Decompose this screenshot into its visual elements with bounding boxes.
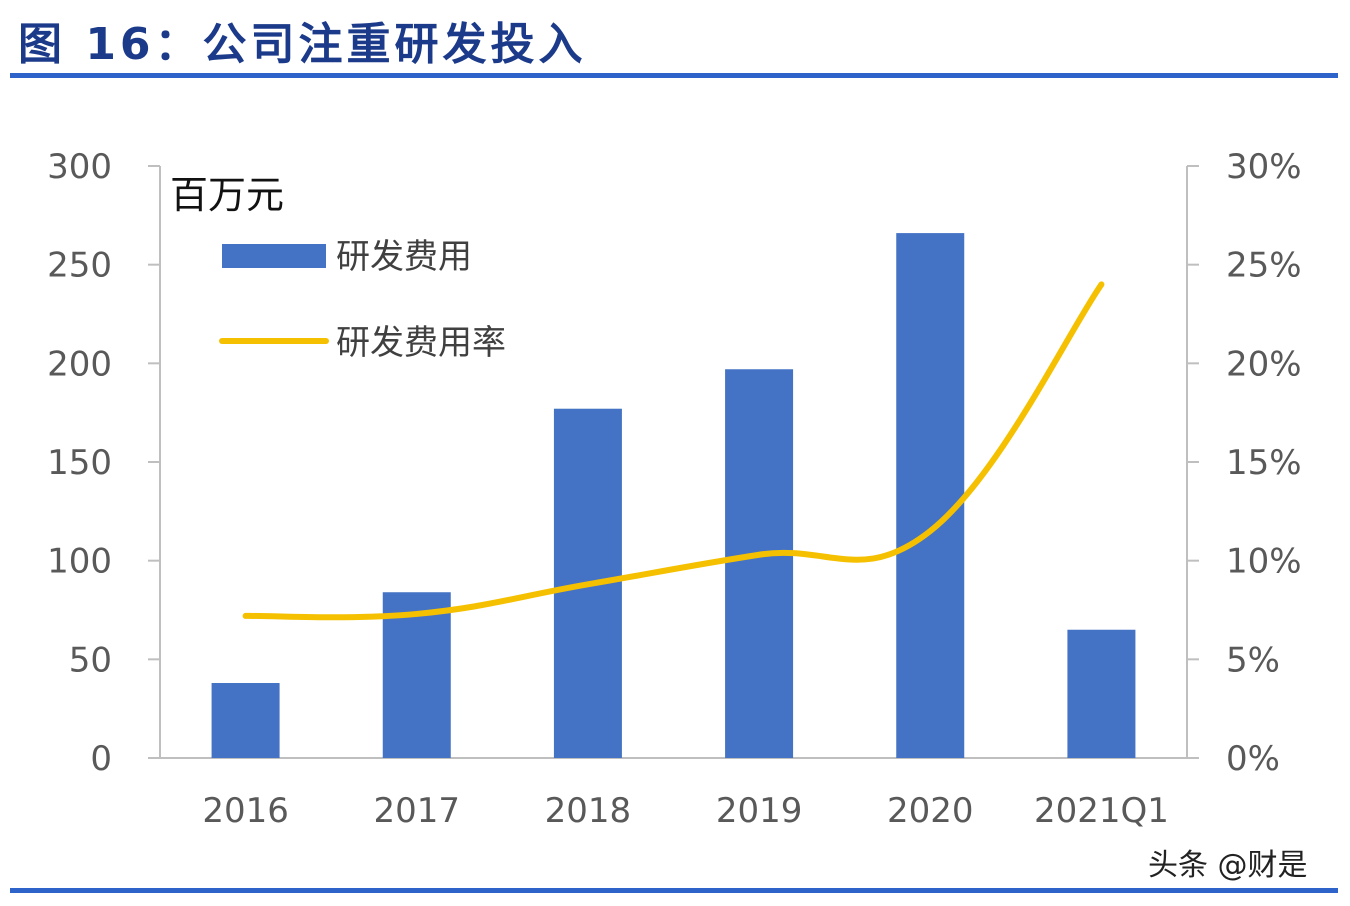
left-tick-label: 150 [47,443,112,483]
right-tick-label: 15% [1226,443,1302,483]
bar-2021Q1 [1067,629,1136,758]
legend-label-bar: 研发费用 [336,237,472,277]
right-tick-label: 0% [1226,739,1280,779]
right-tick-label: 10% [1226,542,1302,582]
rate-line-group [242,281,1105,621]
left-tick-label: 50 [69,640,112,680]
top-rule [10,73,1338,78]
x-tick-label: 2016 [202,791,289,831]
bars [211,233,1136,759]
rate-line [242,281,1105,621]
x-tick-label: 2020 [887,791,974,831]
x-tick-label: 2019 [716,791,803,831]
x-tick-label: 2018 [545,791,632,831]
watermark: 头条 @财是 [1148,848,1308,883]
bar-2019 [725,369,794,758]
bar-2017 [382,592,451,758]
bottom-rule [10,888,1338,893]
bar-2020 [896,233,965,759]
left-tick-label: 200 [47,344,112,384]
left-tick-label: 250 [47,246,112,286]
left-tick-label: 300 [47,147,112,187]
left-tick-label: 100 [47,542,112,582]
right-tick-label: 30% [1226,147,1302,187]
x-tick-label: 2017 [373,791,460,831]
bar-2016 [211,683,280,758]
axes: 0 50 100 150 200 250 300 0% 5% 10% 15% 20% 25% 30% 201… [47,147,1301,831]
x-tick-label: 2021Q1 [1034,791,1169,831]
figure-title: 图 16：公司注重研发投入 [18,19,587,70]
legend-swatch-bar [222,244,326,268]
right-tick-label: 5% [1226,640,1280,680]
unit-label: 百万元 [170,173,284,217]
right-tick-label: 25% [1226,246,1302,286]
left-tick-label: 0 [90,739,112,779]
legend-label-line: 研发费用率 [336,323,506,363]
right-tick-label: 20% [1226,344,1302,384]
